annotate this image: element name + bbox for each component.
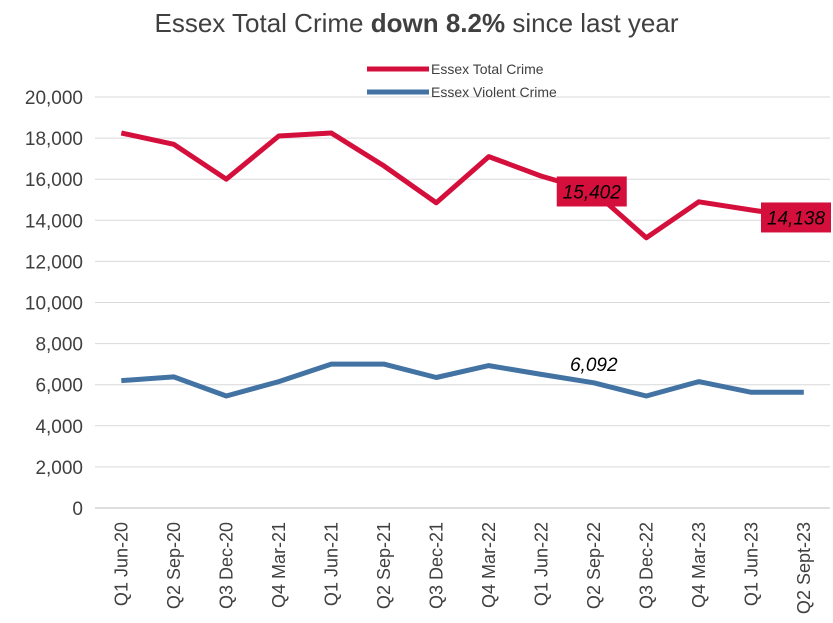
- data-label: 6,092: [570, 355, 618, 376]
- x-tick-label: Q3 Dec-20: [216, 522, 236, 609]
- series-line-1: [121, 361, 804, 399]
- title-suffix: since last year: [505, 8, 679, 38]
- x-tick-label: Q4 Mar-23: [689, 522, 709, 608]
- y-tick-label: 20,000: [25, 88, 83, 109]
- y-tick-label: 10,000: [25, 294, 83, 315]
- x-tick-label: Q2 Sep-22: [584, 522, 604, 609]
- y-tick-label: 8,000: [35, 335, 83, 356]
- x-tick-label: Q1 Jun-22: [531, 522, 551, 606]
- y-tick-label: 2,000: [35, 458, 83, 479]
- x-tick-label: Q3 Dec-22: [636, 522, 656, 609]
- title-bold: down 8.2%: [370, 8, 506, 38]
- data-label-box: [556, 176, 627, 207]
- y-tick-label: 4,000: [35, 417, 83, 438]
- x-tick-label: Q2 Sep-20: [164, 522, 184, 609]
- data-label: 14,138: [767, 208, 826, 229]
- y-tick-label: 12,000: [25, 252, 83, 273]
- x-tick-label: Q1 Jun-21: [321, 522, 341, 606]
- y-tick-label: 16,000: [25, 170, 83, 191]
- x-tick-label: Q4 Mar-22: [479, 522, 499, 608]
- legend-label-1: Essex Violent Crime: [431, 84, 557, 100]
- y-tick-label: 6,000: [35, 376, 83, 397]
- series-line-0: [120, 130, 805, 241]
- y-tick-label: 18,000: [25, 129, 83, 150]
- x-tick-label: Q1 Jun-23: [741, 522, 761, 606]
- x-tick-label: Q1 Jun-20: [111, 522, 131, 606]
- data-label-box: [761, 202, 831, 233]
- x-tick-label: Q2 Sept-23: [794, 522, 814, 614]
- legend-label-0: Essex Total Crime: [431, 61, 544, 77]
- title-prefix: Essex Total Crime: [154, 8, 371, 38]
- chart-title: Essex Total Crime down 8.2% since last y…: [0, 8, 833, 39]
- data-label: 15,402: [563, 182, 622, 203]
- x-tick-label: Q2 Sep-21: [374, 522, 394, 609]
- x-tick-label: Q3 Dec-21: [426, 522, 446, 609]
- y-tick-label: 0: [72, 499, 83, 520]
- x-tick-label: Q4 Mar-21: [269, 522, 289, 608]
- y-tick-label: 14,000: [25, 211, 83, 232]
